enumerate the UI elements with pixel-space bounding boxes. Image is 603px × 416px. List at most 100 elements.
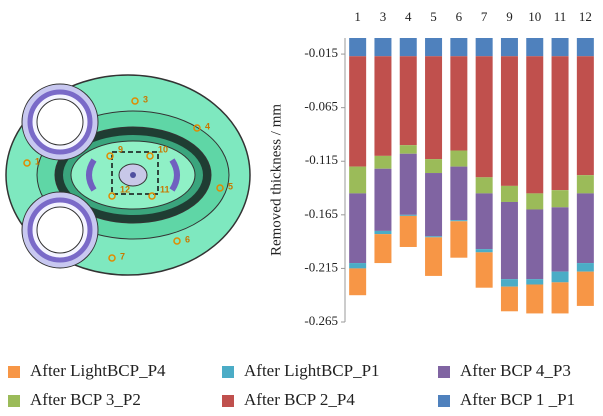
bar-segment (552, 207, 569, 271)
bar-segment (450, 151, 467, 167)
bar-segment (450, 38, 467, 56)
legend-swatch (438, 395, 450, 407)
point-label: 7 (120, 251, 125, 261)
legend-swatch (438, 366, 450, 378)
bar-segment (526, 193, 543, 209)
bar-segment (425, 237, 442, 276)
legend-swatch (222, 395, 234, 407)
bar-segment (577, 175, 594, 193)
bar-segment (526, 279, 543, 284)
bar-segment (577, 38, 594, 56)
bar-segment (450, 56, 467, 150)
legend-label: After LightBCP_P1 (244, 361, 380, 380)
bar-segment (526, 284, 543, 313)
point-label: 11 (160, 184, 170, 194)
point-label: 10 (158, 144, 168, 154)
bar-segment (526, 209, 543, 279)
bar-segment (425, 159, 442, 173)
bar-segment (400, 56, 417, 145)
bar-segment (374, 38, 391, 56)
bar-segment (476, 38, 493, 56)
bar-segment (349, 193, 366, 263)
bar-segment (374, 234, 391, 263)
bar-segment (552, 282, 569, 313)
legend-swatch (8, 395, 20, 407)
bar-segment (501, 202, 518, 279)
legend-swatch (222, 366, 234, 378)
x-tick-label: 9 (506, 9, 513, 24)
bar-segment (400, 216, 417, 247)
bar-segment (476, 249, 493, 252)
figure: 1 3 4 5 6 7 9 10 11 12 -0.015 -0.065 -0.115 -0.165 -0.… (0, 0, 603, 416)
bar-segment (577, 272, 594, 306)
legend-label: After BCP 3_P2 (30, 390, 141, 409)
bar-segment (501, 186, 518, 202)
point-label: 6 (185, 234, 190, 244)
bar-segment (400, 145, 417, 154)
x-tick-label: 4 (405, 9, 412, 24)
bar-segment (577, 193, 594, 263)
bar-segment (349, 268, 366, 295)
point-label: 5 (228, 181, 233, 191)
point-label: 12 (120, 184, 130, 194)
bar-segment (501, 279, 518, 287)
x-tick-label: 7 (481, 9, 488, 24)
bar-segment (450, 167, 467, 221)
x-tick-label: 3 (380, 9, 387, 24)
bar-segment (374, 156, 391, 169)
bar-segment (552, 38, 569, 56)
bar-segment (450, 220, 467, 221)
bar-segment (425, 236, 442, 237)
bar-segment (400, 38, 417, 56)
legend-swatch (8, 366, 20, 378)
bar-segment (552, 272, 569, 283)
bar-segment (476, 193, 493, 249)
bar-segment (450, 221, 467, 257)
point-label: 4 (205, 121, 210, 131)
bar-segment (476, 177, 493, 193)
x-tick-label: 11 (554, 9, 567, 24)
x-tick-label: 10 (528, 9, 541, 24)
bar-segment (425, 173, 442, 236)
y-tick-label: -0.165 (304, 206, 338, 221)
bar-segment (374, 231, 391, 234)
legend-label: After BCP 1 _P1 (460, 390, 575, 409)
y-tick-label: -0.115 (305, 152, 338, 167)
bar-segment (552, 190, 569, 207)
bar-segment (349, 38, 366, 56)
bar-segment (501, 56, 518, 186)
bar-segment (400, 215, 417, 216)
y-tick-label: -0.215 (304, 259, 338, 274)
legend-label: After LightBCP_P4 (30, 361, 166, 380)
bar-segment (349, 263, 366, 268)
bar-segment (400, 154, 417, 215)
bar-segment (374, 169, 391, 231)
bar-segment (425, 38, 442, 56)
legend-label: After BCP 4_P3 (460, 361, 571, 380)
bar-segment (577, 56, 594, 175)
x-tick-label: 1 (354, 9, 361, 24)
bar-segment (526, 38, 543, 56)
x-tick-label: 5 (430, 9, 437, 24)
bar-segment (577, 263, 594, 272)
bar-segment (552, 56, 569, 190)
bar-segment (501, 38, 518, 56)
cavity-diagram (6, 75, 250, 275)
page: {"diagram": {"labels": ["1", "3", "4", "… (0, 0, 603, 416)
y-tick-label: -0.065 (304, 99, 338, 114)
bar-segment (349, 167, 366, 194)
bar-segment (476, 252, 493, 287)
x-tick-label: 12 (579, 9, 592, 24)
bar-segment (526, 56, 543, 193)
bar-segment (476, 56, 493, 177)
legend-label: After BCP 2_P4 (244, 390, 355, 409)
point-label: 9 (118, 144, 123, 154)
bar-segment (349, 56, 366, 166)
y-axis-label: Removed thickness / mm (268, 104, 284, 256)
y-tick-label: -0.015 (304, 45, 338, 60)
point-label: 1 (35, 156, 40, 166)
bar-segment (425, 56, 442, 159)
point-label: 3 (143, 94, 148, 104)
bar-segment (501, 287, 518, 312)
x-tick-label: 6 (456, 9, 463, 24)
